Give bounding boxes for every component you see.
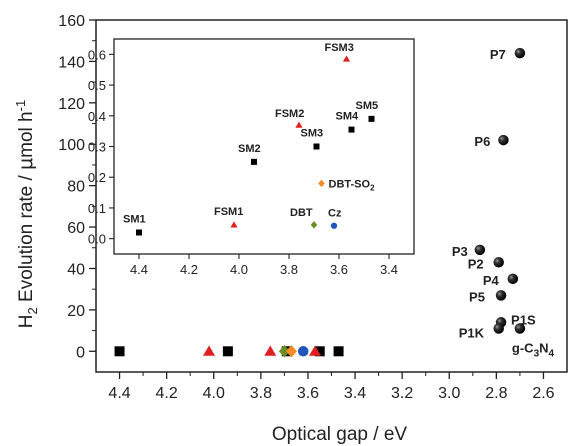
main-point-sphere [493,257,504,268]
inset-point-circle [330,222,338,229]
x-tick-label: 4.4 [108,385,130,402]
inset-y-tick-label: 0.3 [88,140,106,155]
y-tick-label: 40 [67,261,85,278]
inset-point-label: SM5 [356,100,379,112]
point-label: P5 [469,289,485,304]
main-point-diamond [278,345,290,358]
point-label: P1S [511,312,536,327]
inset-y-tick-label: 0.2 [88,170,106,185]
y-tick-label: 120 [58,96,85,113]
x-tick-label: 3.2 [391,385,413,402]
inset-x-tick-label: 4.0 [230,262,248,277]
point-label: P2 [468,256,484,271]
inset-point-label: FSM3 [325,42,354,54]
inset-point-triangle [295,121,303,128]
inset-y-tick-label: 0.1 [88,201,106,216]
y-tick-label: 20 [67,303,85,320]
x-tick-label: 3.0 [438,385,460,402]
x-axis-title: Optical gap / eV [272,424,408,445]
inset-x-tick-label: 3.8 [280,262,298,277]
main-point-triangle [264,345,277,356]
main-point-sphere [507,273,519,285]
main-point-triangle [309,345,322,356]
inset-point-label: FSM1 [214,206,243,218]
main-point-sphere [498,134,509,146]
main-point-sphere [474,244,486,256]
inset-point-triangle [342,55,351,62]
y-tick-label: 60 [67,220,85,237]
y-axis-title: H2 Evolution rate / μmol h-1 [13,100,40,328]
inset-y-tick-label: 0.0 [88,232,106,247]
x-tick-label: 4.0 [203,385,225,402]
y-tick-label: 100 [58,137,85,154]
main-point-sphere [514,323,526,334]
inset-point-label: Cz [328,208,342,220]
inset-point-label: SM3 [301,128,324,140]
inset-x-tick-label: 4.4 [130,262,148,277]
point-label: P7 [490,47,506,62]
inset-y-tick-label: 0.5 [88,78,106,93]
main-point-sphere [493,323,504,334]
y-tick-label: 80 [67,179,85,196]
point-label: P1K [459,326,485,341]
inset-point-label: DBT [290,207,313,219]
inset-y-tick-label: 0.4 [88,109,106,124]
main-point-square [114,346,125,357]
main-point-square [314,346,325,357]
inset-point-square [251,158,257,165]
main-point-square [333,346,344,357]
inset-point-square [313,143,320,150]
inset-point-diamond [318,179,325,188]
x-tick-label: 4.2 [156,385,178,402]
point-label: P4 [483,273,500,288]
main-plot: 4.4 4.2 4.0 3.8 3.6 3.4 3.2 3.0 2.8 2.6 0 20 40 60 80 1… [13,13,568,445]
inset-y-tick-label: 0.6 [88,47,106,62]
main-point-circle [297,346,309,357]
inset-point-label: SM4 [336,111,360,123]
inset-point-label: SM1 [123,214,146,226]
x-tick-label: 2.6 [532,385,554,402]
inset-frame [113,38,415,255]
inset-point-diamond [310,221,318,229]
inset-point-label: SM2 [238,143,261,155]
main-point-sphere [495,290,507,301]
inset-point-label: DBT-SO2 [329,178,376,192]
inset-x-tick-label: 3.6 [330,262,348,277]
inset-point-label: FSM2 [275,108,304,120]
y-tick-label: 160 [58,13,85,30]
main-point-triangle [203,345,216,356]
x-tick-label: 3.8 [250,385,272,402]
point-label: g-C3N4 [512,341,555,360]
inset-plot: 4.4 4.2 4.0 3.8 3.6 3.4 0.0 0.1 0.2 0.3 0.4 0.5 0.6 S… [88,38,415,277]
inset-x-tick-label: 4.2 [180,262,198,277]
x-tick-label: 3.6 [297,385,319,402]
point-label: P6 [474,134,490,149]
inset-x-tick-label: 3.4 [380,262,398,277]
inset-point-triangle [230,221,238,228]
inset-point-square [368,115,375,122]
x-tick-label: 3.4 [344,385,366,402]
x-tick-label: 2.8 [485,385,507,402]
main-point-sphere [514,47,526,59]
inset-point-square [348,126,355,133]
inset-point-square [136,229,142,236]
main-point-square [222,346,233,357]
point-label: P3 [452,244,468,259]
main-point-diamond [285,345,297,358]
y-tick-label: 140 [58,54,85,71]
y-tick-label: 0 [76,344,85,361]
